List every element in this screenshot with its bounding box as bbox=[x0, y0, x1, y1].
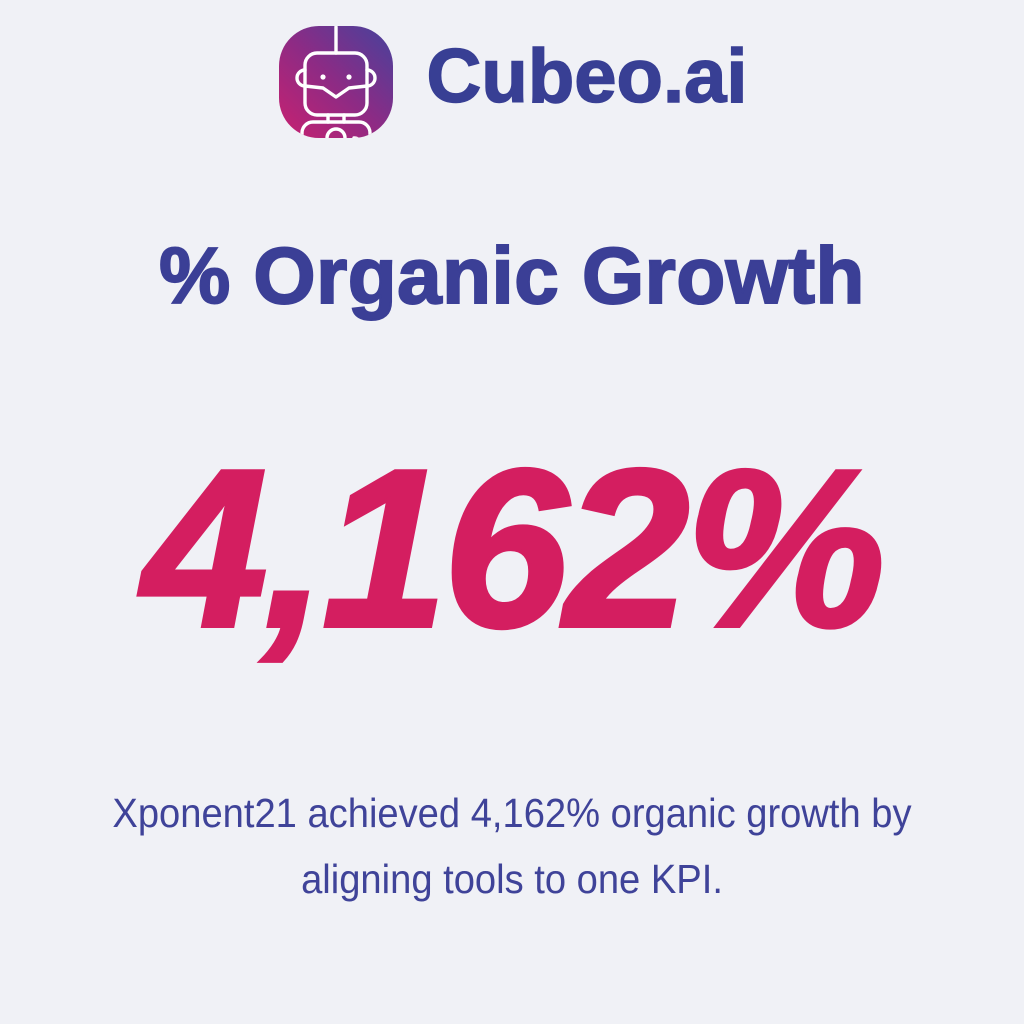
robot-icon bbox=[277, 20, 397, 140]
brand-name: Cubeo.ai bbox=[426, 34, 748, 119]
metric-description: Xponent21 achieved 4,162% organic growth… bbox=[36, 780, 988, 912]
description-line-1: Xponent21 achieved 4,162% organic growth… bbox=[112, 790, 912, 836]
metric-title: % Organic Growth bbox=[158, 230, 865, 321]
metric-value: 4,162% bbox=[140, 422, 887, 674]
description-line-2: aligning tools to one KPI. bbox=[301, 856, 723, 902]
brand-header: Cubeo.ai bbox=[0, 20, 1024, 140]
